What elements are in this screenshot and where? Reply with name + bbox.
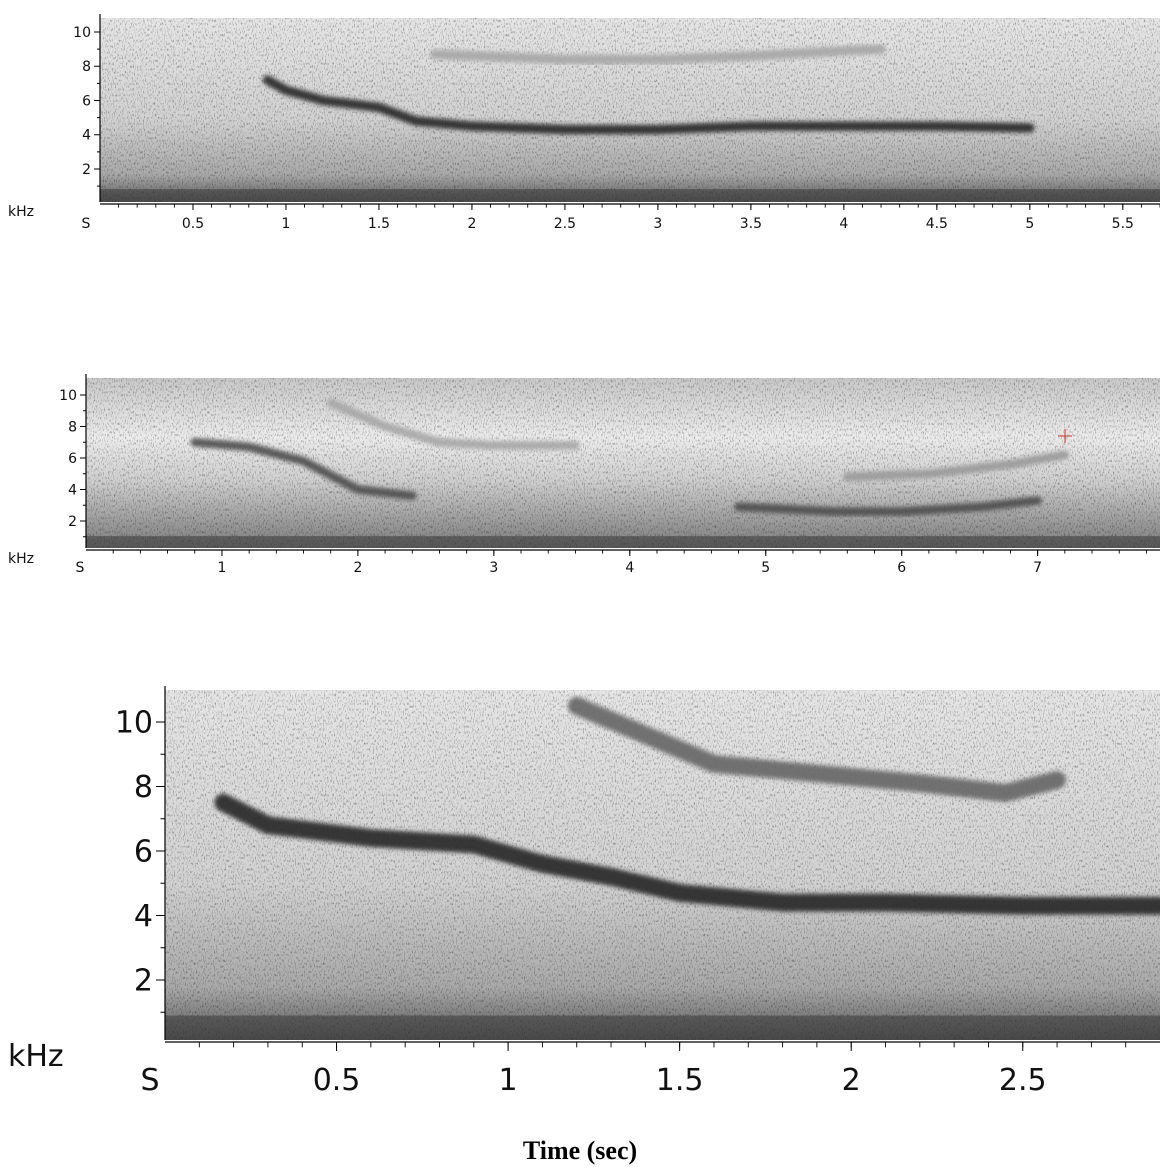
y-tick-label: 4 bbox=[82, 128, 91, 144]
x-tick-label: 3 bbox=[489, 560, 498, 576]
spectrogram-noise bbox=[86, 378, 1160, 548]
x-tick-label: 3 bbox=[653, 216, 662, 232]
x-tick-label: 5 bbox=[761, 560, 770, 576]
y-tick-label: 6 bbox=[68, 451, 77, 467]
y-tick-label: 2 bbox=[82, 162, 91, 178]
call-trace-2 bbox=[567, 697, 1066, 802]
spectrogram-plot-area bbox=[165, 690, 1160, 1040]
cursor-crosshair-icon bbox=[1058, 429, 1072, 443]
call-trace-3 bbox=[326, 398, 580, 450]
call-trace-1 bbox=[262, 75, 1035, 135]
x-start-label: S bbox=[140, 1063, 159, 1098]
call-trace-4 bbox=[734, 496, 1042, 516]
call-trace-2 bbox=[190, 437, 417, 501]
spectrogram-noise bbox=[100, 18, 1160, 202]
y-tick-label: 8 bbox=[82, 59, 91, 75]
x-tick-label: 3.5 bbox=[740, 216, 762, 232]
low-frequency-band bbox=[100, 189, 1160, 202]
y-unit-label: kHz bbox=[8, 204, 34, 220]
call-trace-2 bbox=[429, 44, 886, 65]
call-trace-5 bbox=[842, 450, 1070, 482]
x-tick-label: 4.5 bbox=[926, 216, 948, 232]
x-tick-label: 4 bbox=[839, 216, 848, 232]
y-tick-label: 10 bbox=[73, 25, 91, 41]
x-tick-label: 2.5 bbox=[999, 1063, 1047, 1098]
spectrogram-plot-area bbox=[100, 18, 1160, 202]
y-tick-label: 10 bbox=[59, 388, 77, 404]
y-tick-label: 4 bbox=[68, 482, 77, 498]
x-tick-label: 2 bbox=[353, 560, 362, 576]
y-unit-label: kHz bbox=[8, 1039, 64, 1074]
x-tick-label: 7 bbox=[1033, 560, 1042, 576]
x-tick-label: 1 bbox=[499, 1063, 518, 1098]
x-tick-label: 2 bbox=[467, 216, 476, 232]
y-tick-label: 8 bbox=[68, 419, 77, 435]
y-unit-label: kHz bbox=[8, 551, 34, 567]
x-tick-label: 1.5 bbox=[368, 216, 390, 232]
low-frequency-band bbox=[165, 1015, 1160, 1040]
x-tick-label: 1 bbox=[282, 216, 291, 232]
x-start-label: S bbox=[76, 560, 85, 576]
y-tick-label: 6 bbox=[134, 835, 153, 870]
x-tick-label: 2.5 bbox=[554, 216, 576, 232]
x-start-label: S bbox=[82, 216, 91, 232]
y-tick-label: 10 bbox=[115, 706, 153, 741]
x-tick-label: 5 bbox=[1025, 216, 1034, 232]
x-tick-label: 1.5 bbox=[656, 1063, 704, 1098]
call-trace-1 bbox=[214, 793, 1160, 915]
y-tick-label: 4 bbox=[134, 899, 153, 934]
x-axis-title: Time (sec) bbox=[522, 1136, 638, 1165]
y-tick-label: 8 bbox=[134, 770, 153, 805]
x-tick-label: 0.5 bbox=[182, 216, 204, 232]
x-tick-label: 0.5 bbox=[313, 1063, 361, 1098]
x-tick-label: 6 bbox=[897, 560, 906, 576]
x-tick-label: 1 bbox=[217, 560, 226, 576]
x-tick-label: 5.5 bbox=[1112, 216, 1134, 232]
spectrogram-plot-area bbox=[86, 378, 1160, 548]
y-tick-label: 6 bbox=[82, 93, 91, 109]
low-frequency-band bbox=[86, 536, 1160, 548]
x-tick-label: 2 bbox=[842, 1063, 861, 1098]
y-tick-label: 2 bbox=[68, 514, 77, 530]
y-tick-label: 2 bbox=[134, 964, 153, 999]
x-tick-label: 4 bbox=[625, 560, 634, 576]
